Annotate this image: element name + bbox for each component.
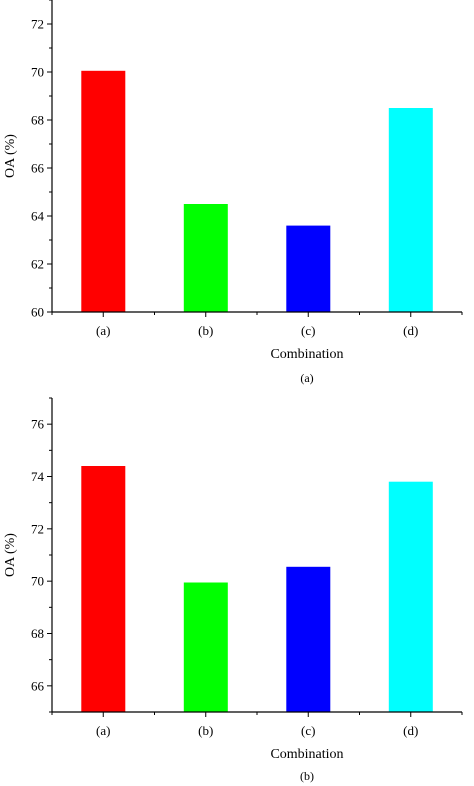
- bar-3: [388, 108, 433, 312]
- panel-label: (a): [300, 371, 313, 385]
- y-tick-label: 60: [31, 305, 44, 320]
- chart-panel-a: 60 62 64 66 68 70 72 (a) (b) (c) (d) OA (%) Combinat…: [3, 0, 463, 385]
- y-tick-label: 66: [31, 678, 45, 693]
- bar-2: [286, 566, 331, 712]
- bar-0: [81, 466, 126, 712]
- panel-label: (b): [300, 769, 314, 783]
- x-tick-label: (b): [198, 323, 213, 338]
- x-tick-label: (b): [198, 723, 213, 738]
- y-tick-label: 76: [31, 417, 45, 432]
- y-axis-title: OA (%): [3, 134, 18, 178]
- x-axis-title: Combination: [270, 347, 343, 362]
- y-tick-label: 68: [31, 113, 44, 128]
- x-tick-label: (d): [403, 323, 418, 338]
- x-tick-label: (d): [403, 723, 418, 738]
- bar-0: [81, 70, 126, 312]
- bar-2: [286, 225, 331, 312]
- y-tick-label: 66: [31, 161, 45, 176]
- y-tick-label: 64: [31, 209, 45, 224]
- y-tick-label: 70: [31, 65, 44, 80]
- y-axis-title: OA (%): [3, 533, 18, 577]
- x-tick-label: (c): [301, 323, 315, 338]
- bar-3: [388, 481, 433, 712]
- y-tick-label: 68: [31, 626, 44, 641]
- y-tick-label: 72: [31, 521, 44, 536]
- x-axis-title: Combination: [270, 747, 343, 762]
- bar-1: [183, 582, 228, 712]
- y-tick-label: 74: [31, 469, 45, 484]
- x-tick-label: (c): [301, 723, 315, 738]
- x-tick-label: (a): [96, 323, 110, 338]
- x-tick-label: (a): [96, 723, 110, 738]
- bar-1: [183, 204, 228, 312]
- y-tick-label: 62: [31, 257, 44, 272]
- y-tick-label: 70: [31, 574, 44, 589]
- y-tick-label: 72: [31, 17, 44, 32]
- chart-panel-b: 66 68 70 72 74 76 (a) (b) (c) (d) OA (%) Combinatio…: [3, 397, 463, 783]
